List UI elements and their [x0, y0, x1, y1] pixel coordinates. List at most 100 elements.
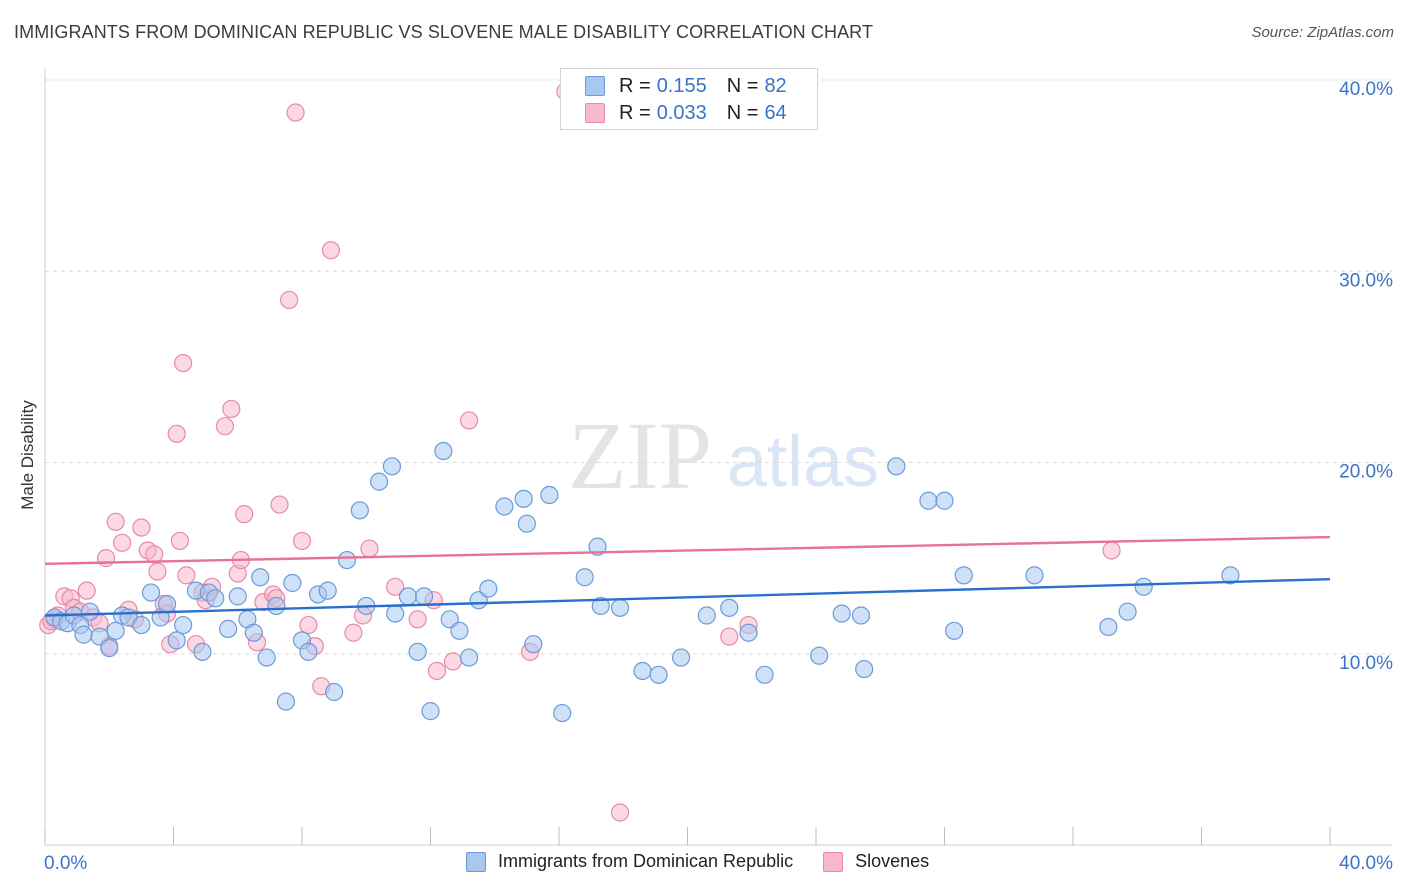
dominican-point [80, 602, 100, 621]
dominican-point [935, 491, 954, 510]
dominican-point [386, 604, 405, 623]
dominican-point [337, 550, 357, 570]
dominican-point [106, 621, 125, 640]
watermark: ZIP atlas [568, 402, 879, 509]
dominican-point [851, 606, 871, 625]
legend-n-value: 82 [764, 74, 787, 97]
dominican-point [887, 457, 906, 476]
dominican-point [157, 594, 177, 614]
dominican-point [649, 665, 668, 684]
legend-item-dominican[interactable]: Immigrants from Dominican Republic [466, 851, 793, 872]
slovenes-point [235, 505, 254, 524]
dominican-point [1099, 617, 1118, 637]
legend-r-label: R = [619, 101, 651, 124]
legend-r-value: 0.033 [656, 101, 707, 124]
slovenes-point [170, 531, 190, 551]
dominican-point [267, 596, 286, 616]
dominican-trend-line [44, 577, 1331, 617]
dominican-point [276, 692, 296, 711]
dominican-point [832, 604, 851, 623]
correlation-legend: R = 0.155 N = 82 R = 0.033 N = 64 [560, 68, 818, 130]
axes [44, 68, 1392, 846]
slovenes-point [360, 539, 379, 558]
dominican-point [810, 646, 829, 665]
dominican-point [299, 642, 318, 661]
dominican-point [206, 589, 225, 608]
slovenes-point [132, 518, 151, 537]
dominican-point [414, 587, 434, 606]
slovenes-point [167, 424, 186, 443]
dominican-point [671, 648, 691, 667]
dominican-point [219, 619, 238, 638]
source-label: Source: ZipAtlas.com [1251, 24, 1394, 41]
legend-n-label: N = [726, 101, 759, 124]
dominican-point [540, 485, 559, 505]
dominican-point [575, 568, 594, 587]
dominican-point [257, 648, 276, 667]
slovenes-point [222, 399, 241, 419]
dominican-point [318, 581, 337, 600]
trend-lines [44, 535, 1331, 617]
y-tick-label: 20.0% [1339, 462, 1393, 483]
y-tick-label: 10.0% [1339, 653, 1393, 674]
dominican-point [517, 514, 536, 533]
legend-swatch-pink [585, 103, 605, 123]
legend-item-slovenes[interactable]: Slovenes [823, 851, 929, 872]
dominican-point [74, 625, 93, 644]
watermark-zip: ZIP [568, 402, 712, 509]
slovenes-point [459, 411, 479, 430]
dominican-point [100, 638, 119, 658]
dominican-point [633, 661, 652, 681]
dominican-point [945, 621, 964, 640]
dominican-point [1221, 566, 1240, 585]
dominican-point [244, 623, 263, 642]
series-legend: Immigrants from Dominican Republic Slove… [466, 851, 959, 872]
dominican-point [755, 665, 774, 684]
dominican-point [739, 623, 758, 642]
dominican-point [325, 682, 344, 702]
legend-n-value: 64 [764, 101, 787, 124]
legend-swatch-blue [585, 76, 605, 96]
dominican-point [524, 635, 543, 654]
slovenes-point [427, 661, 447, 681]
legend-swatch-pink [823, 851, 844, 872]
dominican-point [479, 579, 498, 598]
slovenes-trend-line [44, 535, 1331, 566]
dominican-point [588, 537, 607, 556]
slovenes-point [443, 652, 463, 671]
tick-labels: 10.0% 20.0% 30.0% 40.0% 0.0% 40.0% [44, 79, 1393, 874]
slovenes-point [96, 549, 116, 568]
dominican-point [954, 566, 973, 585]
slovenes-point [280, 290, 299, 310]
slovenes-point [106, 512, 125, 531]
dominican-point [228, 587, 247, 606]
dominican-point [408, 642, 427, 661]
dominican-point [370, 472, 389, 491]
dominican-point [697, 606, 716, 625]
legend-n-label: N = [726, 74, 759, 97]
slovenes-point [386, 577, 405, 596]
slovenes-point [408, 610, 427, 629]
dominican-point [167, 631, 186, 650]
dominican-point [495, 497, 514, 516]
y-tick-label: 40.0% [1339, 79, 1393, 100]
slovenes-point [610, 803, 630, 822]
y-tick-label: 30.0% [1339, 270, 1393, 291]
legend-label-dominican: Immigrants from Dominican Republic [498, 851, 794, 871]
slovenes-point [148, 562, 167, 581]
slovenes-point [286, 103, 305, 122]
slovenes-point [270, 495, 289, 514]
dominican-point [553, 703, 572, 723]
dominican-point [434, 441, 453, 461]
slovenes-point [145, 545, 164, 564]
legend-r-value: 0.155 [656, 74, 707, 97]
dominican-point [174, 615, 193, 635]
slovenes-point [215, 417, 234, 436]
slovenes-point [112, 533, 132, 552]
slovenes-point [77, 581, 96, 600]
legend-row-slovenes: R = 0.033 N = 64 [585, 101, 787, 125]
dominican-point [1118, 602, 1137, 621]
slovenes-point [299, 615, 318, 635]
slovenes-point [174, 353, 193, 373]
